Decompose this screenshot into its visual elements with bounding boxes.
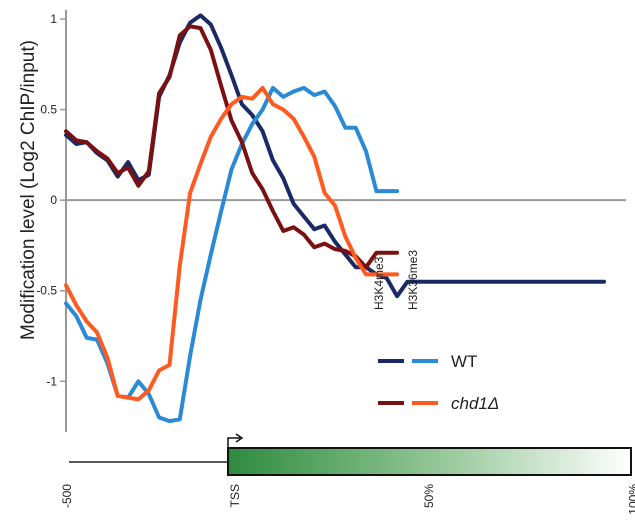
y-tick-label: -0.5 bbox=[36, 284, 57, 298]
y-tick-label: 0.5 bbox=[40, 103, 57, 117]
series-line-wt-h3k4me3 bbox=[64, 13, 606, 299]
y-axis-label: Modification level (Log2 ChIP/input) bbox=[18, 40, 39, 340]
gene-diagram bbox=[69, 433, 632, 476]
legend-label-chd1: chd1Δ bbox=[451, 394, 499, 413]
legend-column-label-h3k4me3: H3K4me3 bbox=[372, 256, 386, 310]
y-tick-label: -1 bbox=[46, 374, 57, 388]
legend-column-label-h3k36me3: H3K36me3 bbox=[406, 250, 420, 310]
gene-body-box bbox=[227, 447, 632, 476]
series-lines bbox=[64, 13, 606, 424]
x-tick-label: -500 bbox=[60, 484, 74, 508]
y-tick-label: 0 bbox=[50, 193, 57, 207]
legend: H3K4me3 H3K36me3 WT chd1Δ bbox=[372, 250, 499, 413]
series-line-chd1-h3k4me3 bbox=[64, 24, 400, 270]
tss-arrowhead-icon bbox=[235, 433, 244, 443]
y-tick-label: 1 bbox=[50, 12, 57, 26]
tss-arrow-icon bbox=[227, 437, 240, 448]
x-tick-label: 50% bbox=[422, 484, 436, 508]
x-tick-labels: -500 TSS 50% 100% bbox=[60, 484, 635, 515]
y-ticks bbox=[60, 18, 66, 383]
y-axis: 1 0.5 0 -0.5 -1 bbox=[36, 10, 67, 432]
legend-label-wt: WT bbox=[451, 352, 477, 371]
x-tick-label: 100% bbox=[626, 484, 635, 515]
series-line-chd1-h3k36me3 bbox=[64, 85, 400, 402]
y-tick-labels: 1 0.5 0 -0.5 -1 bbox=[36, 12, 57, 388]
x-tick-label: TSS bbox=[228, 484, 242, 507]
